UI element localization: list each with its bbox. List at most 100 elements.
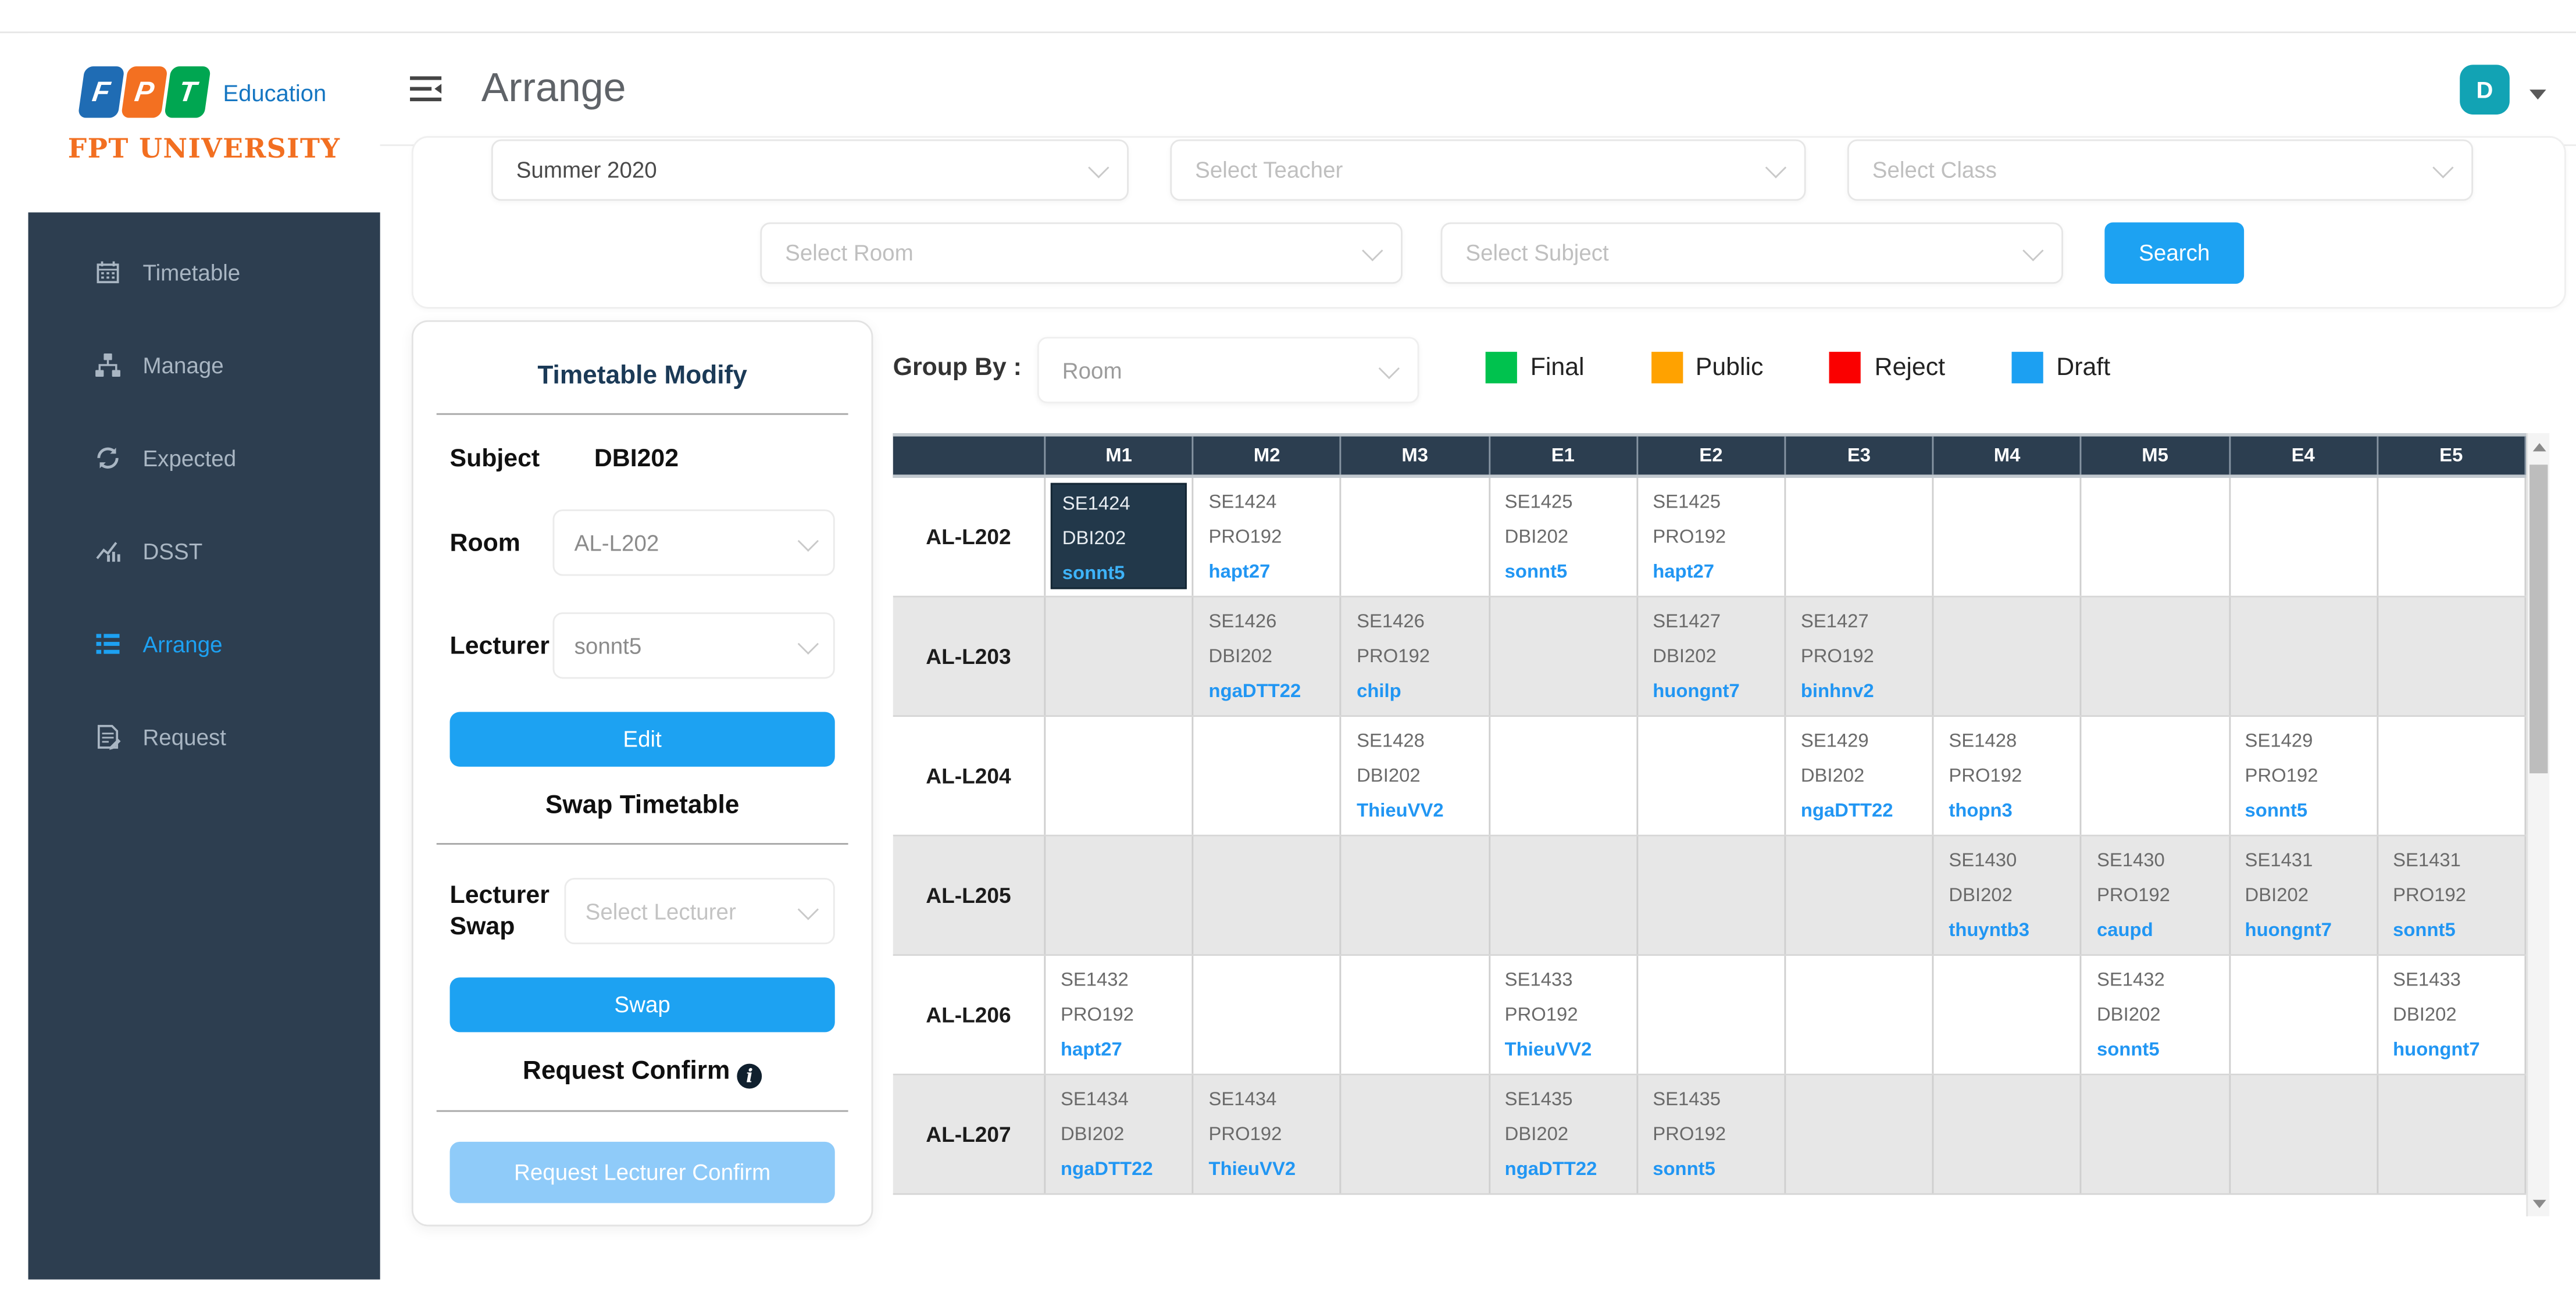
timetable-cell-al-l206-m5[interactable]: SE1432 DBI202 sonnt5 <box>2082 956 2230 1074</box>
sidebar-item-arrange[interactable]: Arrange <box>28 598 380 691</box>
lecturer[interactable]: hapt27 <box>1208 562 1271 583</box>
avatar[interactable]: D <box>2460 63 2510 114</box>
timetable-cell-al-l202-e2[interactable]: SE1425 PRO192 hapt27 <box>1638 478 1786 596</box>
timetable-cell-al-l203-m4[interactable] <box>1934 597 2082 716</box>
lecturer[interactable]: ngaDTT22 <box>1800 801 1893 821</box>
sidebar-item-manage[interactable]: Manage <box>28 319 380 412</box>
swap-button[interactable]: Swap <box>449 977 835 1033</box>
lecturer[interactable]: thopn3 <box>1949 801 2013 821</box>
timetable-cell-al-l205-m5[interactable]: SE1430 PRO192 caupd <box>2082 836 2230 955</box>
timetable-cell-al-l207-m5[interactable] <box>2082 1075 2230 1194</box>
timetable-cell-al-l205-e3[interactable] <box>1786 836 1934 955</box>
lecturer[interactable]: caupd <box>2096 921 2153 941</box>
timetable-cell-al-l203-m3[interactable]: SE1426 PRO192 chilp <box>1341 597 1490 716</box>
timetable-cell-al-l203-m2[interactable]: SE1426 DBI202 ngaDTT22 <box>1194 597 1342 716</box>
lecturer[interactable]: hapt27 <box>1653 562 1715 583</box>
lecturer[interactable]: huongnt7 <box>1653 682 1740 702</box>
timetable-cell-al-l206-m2[interactable] <box>1194 956 1342 1074</box>
sidebar-item-request[interactable]: Request <box>28 690 380 783</box>
timetable-cell-al-l202-m4[interactable] <box>1934 478 2082 596</box>
lecturer-swap-select[interactable]: Select Lecturer <box>563 877 835 945</box>
timetable-cell-al-l207-e5[interactable] <box>2378 1075 2527 1194</box>
lecturer[interactable]: huongnt7 <box>2393 1040 2480 1060</box>
lecturer[interactable]: binhnv2 <box>1800 682 1874 702</box>
scrollbar-thumb[interactable] <box>2529 465 2548 774</box>
timetable-cell-al-l207-m2[interactable]: SE1434 PRO192 ThieuVV2 <box>1194 1075 1342 1194</box>
timetable-cell-al-l204-m2[interactable] <box>1194 717 1342 835</box>
modify-room-select[interactable]: AL-L202 <box>552 509 835 576</box>
edit-button[interactable]: Edit <box>449 712 835 767</box>
timetable-cell-al-l206-e3[interactable] <box>1786 956 1934 1074</box>
teacher-select[interactable]: Select Teacher <box>1170 139 1806 201</box>
sidebar-item-timetable[interactable]: Timetable <box>28 226 380 319</box>
scroll-down-icon[interactable] <box>2528 1191 2549 1215</box>
timetable-cell-al-l202-m5[interactable] <box>2082 478 2230 596</box>
timetable-cell-al-l207-m1[interactable]: SE1434 DBI202 ngaDTT22 <box>1046 1075 1194 1194</box>
timetable-cell-al-l206-m4[interactable] <box>1934 956 2082 1074</box>
timetable-cell-al-l203-e3[interactable]: SE1427 PRO192 binhnv2 <box>1786 597 1934 716</box>
timetable-cell-al-l202-e3[interactable] <box>1786 478 1934 596</box>
timetable-cell-al-l203-e5[interactable] <box>2378 597 2527 716</box>
timetable-cell-al-l203-e1[interactable] <box>1490 597 1638 716</box>
lecturer[interactable]: sonnt5 <box>2096 1040 2160 1060</box>
timetable-cell-al-l202-m3[interactable] <box>1341 478 1490 596</box>
lecturer[interactable]: sonnt5 <box>1062 564 1125 584</box>
lecturer[interactable]: sonnt5 <box>1504 562 1568 583</box>
sidebar-item-dsst[interactable]: DSST <box>28 505 380 598</box>
timetable-cell-al-l207-e2[interactable]: SE1435 PRO192 sonnt5 <box>1638 1075 1786 1194</box>
timetable-cell-al-l206-m3[interactable] <box>1341 956 1490 1074</box>
lecturer[interactable]: thuyntb3 <box>1949 921 2030 941</box>
lecturer[interactable]: huongnt7 <box>2245 921 2332 941</box>
lecturer[interactable]: sonnt5 <box>1653 1160 1715 1180</box>
timetable-cell-al-l206-e5[interactable]: SE1433 DBI202 huongnt7 <box>2378 956 2527 1074</box>
timetable-cell-al-l206-e1[interactable]: SE1433 PRO192 ThieuVV2 <box>1490 956 1638 1074</box>
timetable-cell-al-l202-e1[interactable]: SE1425 DBI202 sonnt5 <box>1490 478 1638 596</box>
timetable-cell-al-l203-e4[interactable] <box>2230 597 2378 716</box>
chevron-down-icon[interactable] <box>2529 88 2546 99</box>
timetable-cell-al-l205-m3[interactable] <box>1341 836 1490 955</box>
lecturer[interactable]: sonnt5 <box>2245 801 2308 821</box>
timetable-cell-al-l205-e1[interactable] <box>1490 836 1638 955</box>
timetable-cell-al-l205-m4[interactable]: SE1430 DBI202 thuyntb3 <box>1934 836 2082 955</box>
grid-scrollbar[interactable] <box>2526 433 2550 1217</box>
timetable-cell-al-l205-m1[interactable] <box>1046 836 1194 955</box>
timetable-cell-al-l204-e5[interactable] <box>2378 717 2527 835</box>
request-lecturer-confirm-button[interactable]: Request Lecturer Confirm <box>449 1141 835 1203</box>
timetable-cell-al-l204-e2[interactable] <box>1638 717 1786 835</box>
timetable-cell-al-l206-e2[interactable] <box>1638 956 1786 1074</box>
modify-lecturer-select[interactable]: sonnt5 <box>552 612 835 679</box>
scroll-up-icon[interactable] <box>2528 435 2549 458</box>
timetable-cell-al-l207-m4[interactable] <box>1934 1075 2082 1194</box>
timetable-cell-al-l203-m1[interactable] <box>1046 597 1194 716</box>
timetable-cell-al-l204-e1[interactable] <box>1490 717 1638 835</box>
subject-select[interactable]: Select Subject <box>1440 222 2063 284</box>
lecturer[interactable]: ThieuVV2 <box>1208 1160 1296 1180</box>
class-select[interactable]: Select Class <box>1847 139 2474 201</box>
lecturer[interactable]: sonnt5 <box>2393 921 2456 941</box>
lecturer[interactable]: ngaDTT22 <box>1504 1160 1597 1180</box>
info-icon[interactable]: i <box>737 1063 762 1089</box>
timetable-cell-al-l203-m5[interactable] <box>2082 597 2230 716</box>
timetable-cell-al-l205-e5[interactable]: SE1431 PRO192 sonnt5 <box>2378 836 2527 955</box>
semester-select[interactable]: Summer 2020 <box>491 139 1129 201</box>
timetable-cell-al-l202-e4[interactable] <box>2230 478 2378 596</box>
timetable-cell-al-l204-m1[interactable] <box>1046 717 1194 835</box>
timetable-cell-al-l205-e2[interactable] <box>1638 836 1786 955</box>
menu-fold-icon[interactable] <box>410 74 442 103</box>
timetable-cell-al-l207-m3[interactable] <box>1341 1075 1490 1194</box>
timetable-cell-al-l202-m1[interactable]: SE1424 DBI202 sonnt5 <box>1046 478 1194 596</box>
timetable-cell-al-l204-m3[interactable]: SE1428 DBI202 ThieuVV2 <box>1341 717 1490 835</box>
timetable-cell-al-l202-m2[interactable]: SE1424 PRO192 hapt27 <box>1194 478 1342 596</box>
timetable-cell-al-l206-m1[interactable]: SE1432 PRO192 hapt27 <box>1046 956 1194 1074</box>
lecturer[interactable]: ThieuVV2 <box>1504 1040 1592 1060</box>
search-button[interactable]: Search <box>2104 222 2245 284</box>
timetable-cell-al-l204-e3[interactable]: SE1429 DBI202 ngaDTT22 <box>1786 717 1934 835</box>
timetable-cell-al-l204-m4[interactable]: SE1428 PRO192 thopn3 <box>1934 717 2082 835</box>
timetable-cell-al-l204-e4[interactable]: SE1429 PRO192 sonnt5 <box>2230 717 2378 835</box>
timetable-cell-al-l206-e4[interactable] <box>2230 956 2378 1074</box>
lecturer[interactable]: hapt27 <box>1060 1040 1122 1060</box>
timetable-cell-al-l207-e1[interactable]: SE1435 DBI202 ngaDTT22 <box>1490 1075 1638 1194</box>
timetable-cell-al-l207-e3[interactable] <box>1786 1075 1934 1194</box>
lecturer[interactable]: chilp <box>1357 682 1401 702</box>
lecturer[interactable]: ngaDTT22 <box>1208 682 1301 702</box>
